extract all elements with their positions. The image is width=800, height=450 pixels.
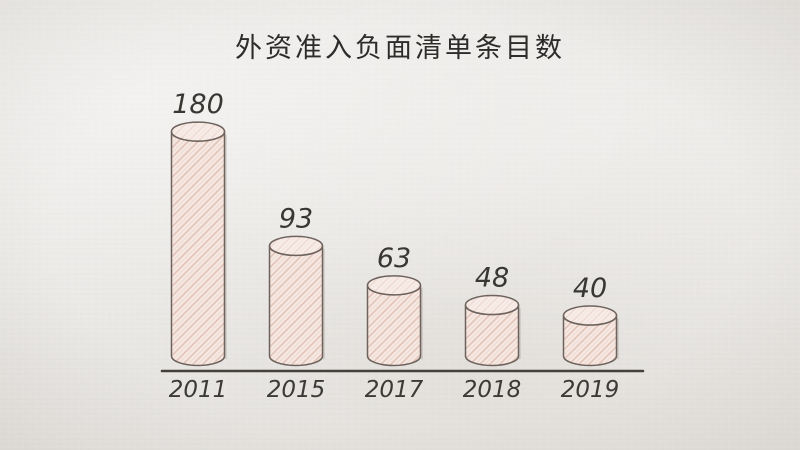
category-label: 2017 — [365, 377, 424, 403]
bar-2018: 48 2018 — [463, 263, 522, 403]
value-label: 180 — [172, 89, 224, 120]
cylinder-body — [268, 245, 324, 367]
category-label: 2018 — [463, 377, 522, 403]
bar-2019: 40 2019 — [561, 273, 620, 403]
value-label: 40 — [573, 273, 607, 304]
bar-2011: 180 2011 — [169, 89, 228, 403]
category-label: 2011 — [169, 377, 228, 403]
category-label: 2019 — [561, 377, 620, 403]
value-label: 93 — [279, 203, 313, 234]
cylinder-top — [268, 235, 324, 257]
cylinder-body — [170, 130, 226, 367]
chart-title: 外资准入负面清单条目数 — [235, 33, 565, 64]
bar-2015: 93 2015 — [267, 203, 326, 403]
cylinder-top — [366, 275, 422, 296]
value-label: 63 — [377, 243, 411, 274]
bar-2017: 63 2017 — [365, 243, 424, 403]
cylinder-top — [562, 305, 618, 326]
cylinder-top — [464, 294, 520, 316]
cylinder-top — [170, 121, 226, 142]
value-label: 48 — [475, 263, 509, 294]
category-label: 2015 — [267, 377, 326, 403]
cylinder-body — [366, 284, 422, 367]
